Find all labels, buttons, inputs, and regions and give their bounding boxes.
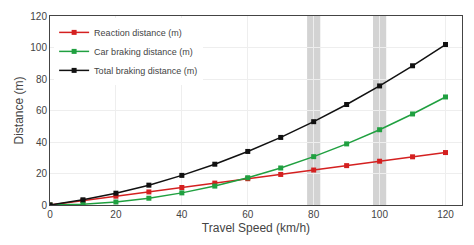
svg-text:Distance (m): Distance (m) [12, 76, 26, 144]
svg-text:Car braking distance (m): Car braking distance (m) [94, 47, 193, 57]
svg-text:Travel Speed (km/h): Travel Speed (km/h) [202, 221, 310, 235]
svg-text:40: 40 [176, 209, 188, 220]
svg-text:80: 80 [36, 74, 48, 85]
svg-text:60: 60 [36, 105, 48, 116]
svg-text:20: 20 [36, 168, 48, 179]
svg-text:40: 40 [36, 137, 48, 148]
svg-text:80: 80 [308, 209, 320, 220]
svg-text:0: 0 [41, 200, 47, 211]
svg-text:Reaction distance (m): Reaction distance (m) [94, 28, 182, 38]
svg-text:100: 100 [30, 42, 47, 53]
svg-text:120: 120 [30, 11, 47, 22]
svg-text:100: 100 [371, 209, 388, 220]
svg-text:Total braking distance (m): Total braking distance (m) [94, 66, 197, 76]
svg-text:0: 0 [47, 209, 53, 220]
svg-text:120: 120 [437, 209, 454, 220]
svg-text:20: 20 [110, 209, 122, 220]
svg-text:60: 60 [242, 209, 254, 220]
